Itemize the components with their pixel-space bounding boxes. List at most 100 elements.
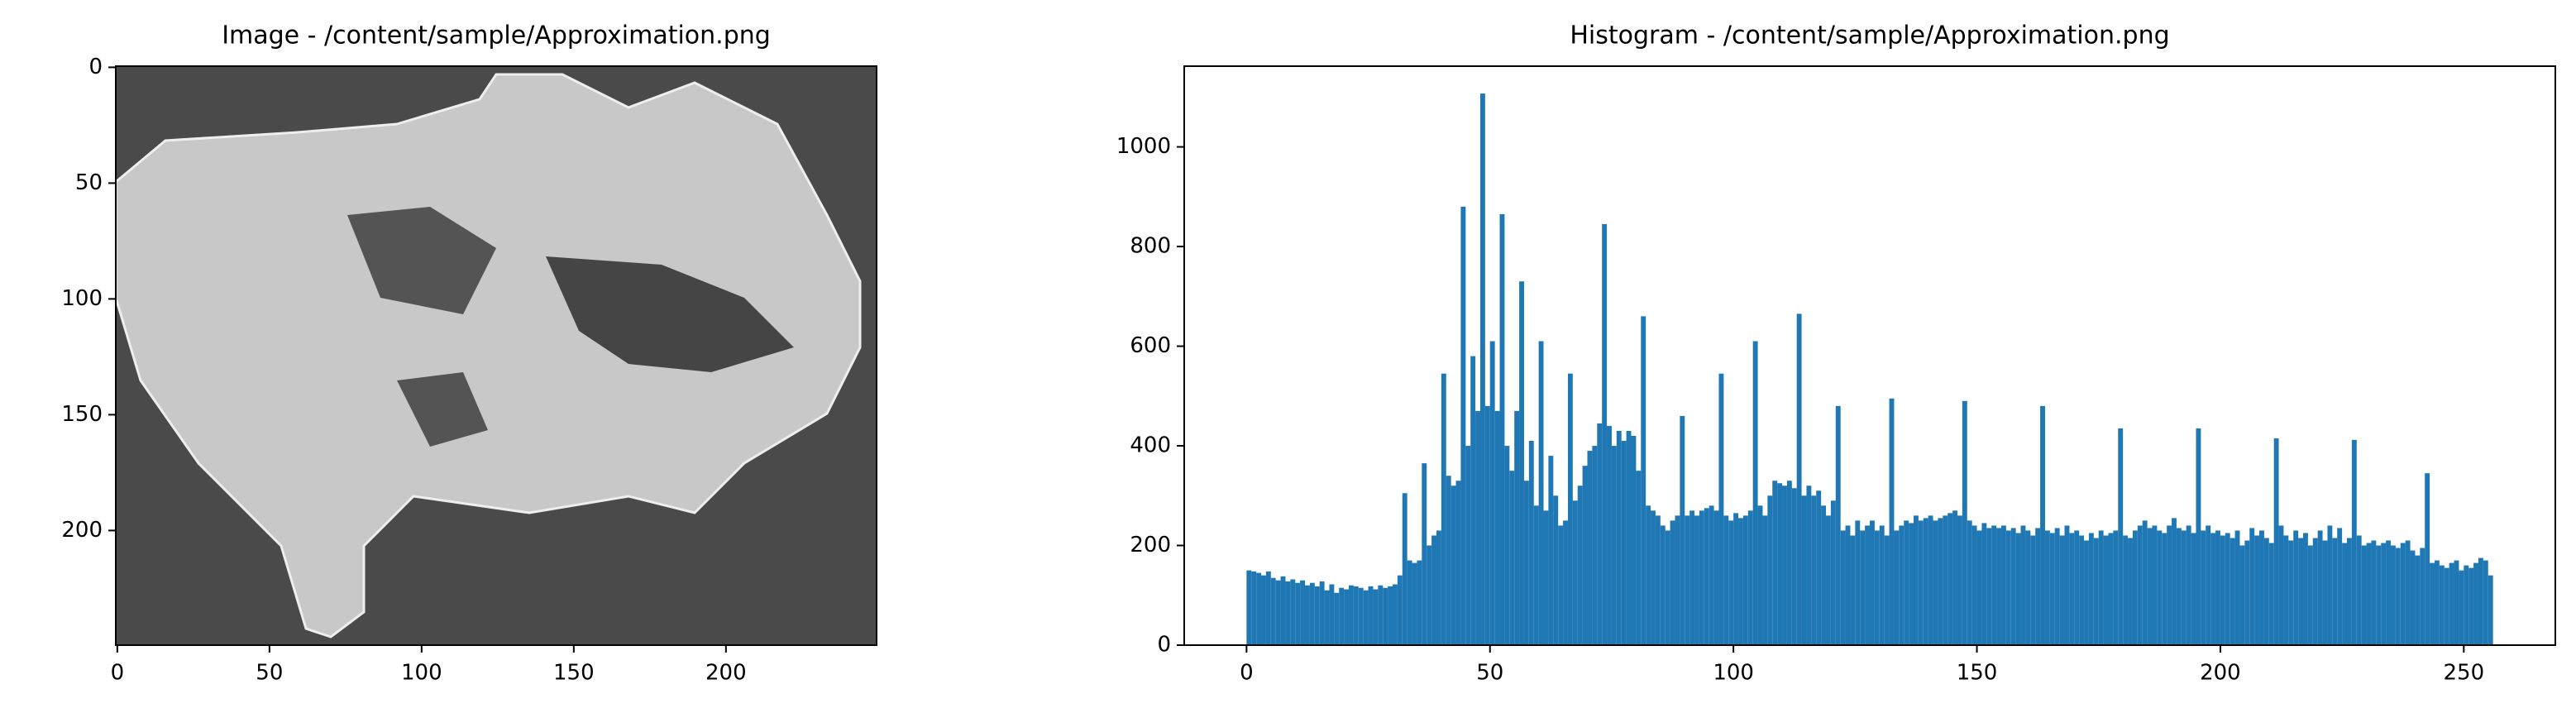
histogram-bar [1479, 93, 1485, 646]
histogram-bar [2444, 567, 2449, 645]
histogram-bar [1285, 581, 1291, 645]
histogram-bar [2142, 520, 2148, 645]
histogram-bar [1455, 481, 1461, 645]
histogram-bar [2181, 530, 2186, 645]
histogram-bar [2093, 538, 2099, 645]
histogram-bar [1543, 510, 1549, 645]
histogram-bar [1796, 313, 1802, 645]
histogram-bar [2230, 538, 2235, 645]
histogram-bar [2405, 540, 2411, 645]
histogram-bar [1499, 213, 1505, 645]
histogram-bar [2464, 565, 2469, 645]
histogram-bar [2263, 538, 2269, 645]
histogram-bar [1558, 525, 1564, 645]
histogram-bar [1373, 589, 1379, 645]
histogram-bar [2386, 540, 2391, 645]
histogram-bar [1660, 525, 1666, 645]
histogram-bar [2128, 538, 2133, 645]
histogram-bar [1747, 510, 1753, 645]
histogram-bar [2069, 533, 2075, 645]
histogram-bar [1976, 530, 1982, 645]
y-tick-label: 800 [1130, 234, 1171, 259]
histogram-bar [1436, 530, 1441, 645]
histogram-bar [2108, 533, 2114, 645]
histogram-bar [2074, 530, 2080, 645]
histogram-bar [2040, 405, 2045, 645]
x-tick-label: 200 [705, 661, 747, 686]
histogram-bar [2420, 548, 2425, 645]
histogram-bar [2337, 528, 2343, 645]
histogram-bar [2113, 530, 2119, 645]
histogram-bar [1689, 510, 1695, 645]
x-tick-label: 50 [1476, 661, 1503, 686]
histogram-bar [2118, 428, 2124, 645]
histogram-bar [1358, 587, 1364, 645]
histogram-bar [2162, 533, 2167, 645]
histogram-bar [2191, 533, 2196, 645]
histogram-bar [1631, 435, 1637, 645]
histogram-bar [1489, 341, 1495, 645]
histogram-bar [1290, 579, 1296, 645]
histogram-bar [1709, 505, 1714, 645]
histogram-bar [2210, 533, 2216, 645]
histogram-bar [1349, 585, 1354, 645]
histogram-bar [1494, 410, 1500, 645]
histogram-bar [2132, 530, 2138, 645]
histogram-bar [2395, 548, 2401, 645]
histogram-bar [1651, 510, 1656, 645]
histogram-bar [2376, 545, 2382, 645]
histogram-bar [1889, 398, 1895, 645]
histogram-bar [2157, 530, 2163, 645]
histogram-bar [2307, 545, 2313, 645]
histogram-bar [1484, 405, 1490, 645]
histogram-bar [1280, 576, 1286, 645]
histogram-bar [1845, 525, 1851, 645]
histogram-bar [1519, 281, 1524, 645]
histogram-bar [1523, 481, 1529, 645]
y-tick-label: 150 [61, 402, 103, 427]
histogram-bar [1699, 510, 1704, 645]
histogram-bar [1986, 528, 1992, 645]
histogram-bar [1300, 580, 1306, 645]
histogram-bar [1967, 520, 1972, 645]
histogram-bar [1567, 373, 1573, 645]
histogram-bar [1646, 505, 1651, 645]
histogram-bar [2010, 528, 2016, 645]
histogram-bar [2254, 535, 2260, 645]
histogram-bar [1948, 513, 1953, 645]
image-dark-region [546, 256, 794, 372]
histogram-bar [2147, 528, 2153, 645]
histogram-bar [1928, 515, 1933, 645]
histogram-bar [1923, 518, 1928, 645]
histogram-bar [2293, 530, 2299, 645]
histogram-bar [1884, 535, 1890, 645]
histogram-bar [2268, 543, 2274, 645]
image-content [114, 66, 877, 645]
histogram-bar [2049, 533, 2055, 645]
histogram-bar [2098, 530, 2104, 645]
histogram-bar [1344, 589, 1350, 645]
histogram-bar [2186, 525, 2191, 645]
histogram-bar [1762, 515, 1768, 645]
histogram-bar [1592, 446, 1598, 645]
histogram-bar [1295, 582, 1301, 645]
histogram-bar [1865, 525, 1870, 645]
histogram-bar [2278, 525, 2284, 645]
histogram-bar [1270, 577, 1276, 645]
histogram-bar [1733, 513, 1739, 645]
histogram-bar [1319, 581, 1325, 645]
histogram-bar [1791, 488, 1797, 645]
histogram-bar [1602, 223, 1608, 645]
histogram-bar [1938, 518, 1943, 645]
histogram-bar [1680, 415, 1685, 645]
y-tick-label: 200 [1130, 533, 1171, 557]
histogram-bar [2410, 550, 2416, 645]
histogram-bar [2425, 473, 2430, 645]
histogram-bar [2415, 555, 2421, 645]
histogram-bar [1621, 441, 1627, 645]
x-tick-label: 0 [1240, 661, 1254, 686]
histogram-bar [1723, 515, 1729, 645]
y-tick-label: 600 [1130, 333, 1171, 358]
histogram-bar [1996, 528, 2001, 645]
histogram-bar [2434, 560, 2440, 645]
